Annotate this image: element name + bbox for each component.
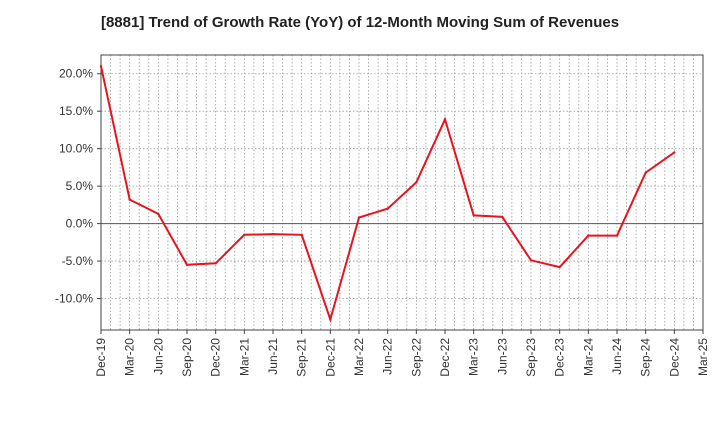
x-tick-label: Mar-23 bbox=[467, 338, 481, 376]
y-tick-label: 20.0% bbox=[59, 67, 93, 81]
x-tick-label: Dec-19 bbox=[94, 338, 108, 377]
x-tick-label: Jun-22 bbox=[381, 338, 395, 375]
data-point bbox=[357, 216, 361, 219]
x-tick-label: Mar-20 bbox=[123, 338, 137, 376]
plot-frame bbox=[100, 54, 704, 331]
x-tick-label: Sep-22 bbox=[409, 338, 423, 377]
data-point bbox=[587, 234, 590, 237]
x-tick-label: Dec-23 bbox=[553, 338, 567, 377]
data-point bbox=[472, 214, 475, 217]
series-group bbox=[99, 65, 676, 323]
x-tick-label: Sep-23 bbox=[524, 338, 538, 377]
x-tick-label: Jun-20 bbox=[151, 338, 165, 375]
x-tick-label: Mar-22 bbox=[352, 338, 366, 376]
x-tick-label: Dec-22 bbox=[438, 338, 452, 377]
x-tick-label: Mar-24 bbox=[581, 338, 595, 376]
data-point bbox=[214, 262, 217, 265]
data-point bbox=[271, 232, 275, 236]
x-tick-label: Sep-20 bbox=[180, 338, 194, 377]
data-point bbox=[386, 207, 389, 210]
y-tick-label: -5.0% bbox=[62, 254, 94, 268]
y-tick-label: 5.0% bbox=[66, 179, 94, 193]
x-tick-label: Mar-25 bbox=[696, 338, 710, 376]
y-tick-label: -10.0% bbox=[55, 292, 93, 306]
data-point bbox=[615, 234, 619, 237]
data-point bbox=[157, 212, 160, 216]
data-point bbox=[558, 265, 561, 269]
y-tick-label: 15.0% bbox=[59, 104, 93, 118]
x-tick-label: Jun-21 bbox=[266, 338, 280, 375]
x-tick-label: Dec-20 bbox=[209, 338, 223, 377]
data-point bbox=[128, 198, 131, 201]
y-tick-label: 10.0% bbox=[59, 142, 93, 156]
data-point bbox=[529, 259, 533, 262]
x-tick-label: Jun-24 bbox=[610, 338, 624, 375]
chart-title: [8881] Trend of Growth Rate (YoY) of 12-… bbox=[100, 14, 620, 31]
data-point bbox=[243, 233, 246, 237]
data-point bbox=[501, 215, 504, 219]
x-axis-ticks: Dec-19 Mar-20 Jun-20 Sep-20 Dec-20 Mar-21 Jun-… bbox=[94, 330, 710, 377]
x-tick-label: Sep-24 bbox=[639, 338, 653, 377]
data-point bbox=[673, 151, 676, 154]
y-axis-ticks: 20.0% 15.0% 10.0% 5.0% 0.0% -5.0% -10.0% bbox=[55, 67, 101, 306]
data-point bbox=[644, 171, 647, 174]
x-tick-label: Mar-21 bbox=[237, 338, 251, 376]
x-tick-label: Sep-21 bbox=[295, 338, 309, 377]
data-point bbox=[415, 181, 418, 184]
data-point bbox=[329, 318, 332, 321]
y-tick-label: 0.0% bbox=[66, 217, 94, 231]
x-tick-label: Dec-21 bbox=[323, 338, 337, 377]
data-point bbox=[300, 233, 303, 237]
data-point bbox=[185, 263, 189, 267]
x-tick-label: Jun-23 bbox=[495, 338, 509, 375]
grid-lines bbox=[100, 55, 704, 330]
x-tick-label: Dec-24 bbox=[667, 338, 681, 377]
data-point bbox=[99, 65, 103, 68]
plot-axes bbox=[100, 54, 704, 331]
data-point bbox=[443, 118, 447, 121]
